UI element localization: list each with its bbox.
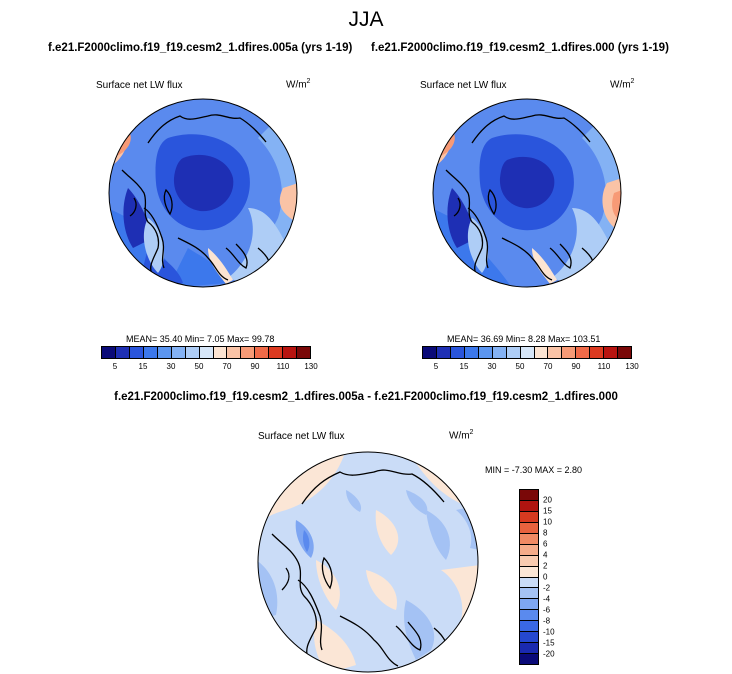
colorbar-difference-tick-label: -20 — [543, 649, 555, 659]
colorbar-difference-box — [520, 554, 538, 566]
panel-1-stats: MEAN= 35.40 Min= 7.05 Max= 99.78 — [126, 334, 275, 344]
colorbar-difference-box — [520, 510, 538, 522]
colorbar-difference-box — [520, 598, 538, 610]
difference-title: f.e21.F2000climo.f19_f19.cesm2_1.dfires.… — [114, 391, 618, 403]
colorbar-1-tick-label: 30 — [166, 362, 176, 371]
colorbar-2-tick-label: 70 — [543, 362, 553, 371]
case-title-left: f.e21.F2000climo.f19_f19.cesm2_1.dfires.… — [48, 42, 353, 54]
colorbar-difference-tick-label: -4 — [543, 594, 551, 604]
colorbar-2-box — [492, 347, 507, 358]
colorbar-difference-box — [520, 653, 538, 664]
colorbar-2-box — [423, 347, 437, 358]
colorbar-difference-tick-label: 15 — [543, 506, 552, 516]
colorbar-difference-box — [520, 609, 538, 621]
colorbar-1-tick-label: 50 — [194, 362, 204, 371]
colorbar-1-box — [255, 347, 270, 358]
diff-units: W/m2 — [449, 429, 474, 442]
colorbar-1-box — [297, 347, 311, 358]
colorbar-difference-box — [520, 642, 538, 654]
colorbar-difference-tick-label: -8 — [543, 616, 551, 626]
colorbar-2-tick-label: 15 — [459, 362, 469, 371]
colorbar-1-tick-label: 15 — [138, 362, 148, 371]
colorbar-1-box — [283, 347, 298, 358]
colorbar-1-box — [269, 347, 284, 358]
colorbar-difference-box — [520, 490, 538, 500]
colorbar-1-box — [171, 347, 186, 358]
colorbar-1-box — [213, 347, 228, 358]
polar-map-1 — [108, 98, 298, 288]
panel-2-variable-label: Surface net LW flux — [420, 80, 507, 91]
colorbar-difference-box — [520, 521, 538, 533]
colorbar-2 — [422, 346, 632, 359]
colorbar-2-box — [548, 347, 563, 358]
colorbar-difference-box — [520, 543, 538, 555]
diff-stats: MIN = -7.30 MAX = 2.80 — [485, 465, 583, 475]
colorbar-2-box — [576, 347, 591, 358]
colorbar-difference-box — [520, 620, 538, 632]
colorbar-2-box — [506, 347, 521, 358]
colorbar-2-tick-label: 50 — [515, 362, 525, 371]
colorbar-difference-box — [520, 565, 538, 577]
panel-2-units: W/m2 — [610, 78, 635, 91]
colorbar-1-box — [157, 347, 172, 358]
polar-map-difference — [257, 451, 479, 673]
colorbar-2-box — [604, 347, 619, 358]
colorbar-2-box — [618, 347, 632, 358]
colorbar-difference-tick-label: 4 — [543, 550, 548, 560]
case-title-right: f.e21.F2000climo.f19_f19.cesm2_1.dfires.… — [371, 42, 669, 54]
colorbar-1-tick-label: 5 — [112, 362, 118, 371]
colorbar-difference — [519, 489, 539, 665]
colorbar-1-box — [129, 347, 144, 358]
colorbar-difference-tick-label: 0 — [543, 572, 548, 582]
colorbar-difference-tick-label: 10 — [543, 517, 552, 527]
colorbar-1-box — [227, 347, 242, 358]
colorbar-difference-tick-label: -10 — [543, 627, 555, 637]
colorbar-difference-tick-label: 8 — [543, 528, 548, 538]
colorbar-2-box — [464, 347, 479, 358]
colorbar-1-box — [115, 347, 130, 358]
colorbar-2-tick-label: 110 — [597, 362, 611, 371]
colorbar-difference-box — [520, 499, 538, 511]
colorbar-1-box — [241, 347, 256, 358]
colorbar-1-tick-label: 130 — [304, 362, 318, 371]
colorbar-difference-tick-label: 2 — [543, 561, 548, 571]
colorbar-2-tick-label: 130 — [625, 362, 639, 371]
polar-map-2 — [432, 98, 622, 288]
colorbar-difference-tick-label: 6 — [543, 539, 548, 549]
colorbar-2-box — [450, 347, 465, 358]
colorbar-1-tick-label: 70 — [222, 362, 232, 371]
colorbar-2-box — [534, 347, 549, 358]
colorbar-2-tick-label: 30 — [487, 362, 497, 371]
colorbar-2-box — [590, 347, 605, 358]
colorbar-1-tick-label: 110 — [276, 362, 290, 371]
colorbar-2-box — [436, 347, 451, 358]
colorbar-2-tick-label: 90 — [571, 362, 581, 371]
colorbar-difference-tick-label: -15 — [543, 638, 555, 648]
colorbar-2-box — [562, 347, 577, 358]
panel-2-stats: MEAN= 36.69 Min= 8.28 Max= 103.51 — [447, 334, 601, 344]
colorbar-2-box — [478, 347, 493, 358]
colorbar-1-tick-label: 90 — [250, 362, 260, 371]
colorbar-difference-box — [520, 587, 538, 599]
panel-1-units: W/m2 — [286, 78, 311, 91]
diff-variable-label: Surface net LW flux — [258, 431, 345, 442]
colorbar-difference-tick-label: -6 — [543, 605, 551, 615]
colorbar-1-box — [185, 347, 200, 358]
figure-title: JJA — [348, 8, 384, 31]
colorbar-difference-box — [520, 631, 538, 643]
colorbar-1 — [101, 346, 311, 359]
colorbar-2-tick-label: 5 — [433, 362, 439, 371]
colorbar-difference-tick-label: -2 — [543, 583, 551, 593]
colorbar-2-ticks: 5 15 30 50 70 90 110 130 — [422, 362, 639, 374]
colorbar-2-box — [520, 347, 535, 358]
colorbar-difference-box — [520, 532, 538, 544]
colorbar-1-box — [199, 347, 214, 358]
colorbar-difference-tick-label: 20 — [543, 495, 552, 505]
colorbar-1-box — [102, 347, 116, 358]
panel-1-variable-label: Surface net LW flux — [96, 80, 183, 91]
colorbar-difference-box — [520, 576, 538, 588]
colorbar-1-box — [143, 347, 158, 358]
colorbar-1-ticks: 5 15 30 50 70 90 110 130 — [101, 362, 318, 374]
